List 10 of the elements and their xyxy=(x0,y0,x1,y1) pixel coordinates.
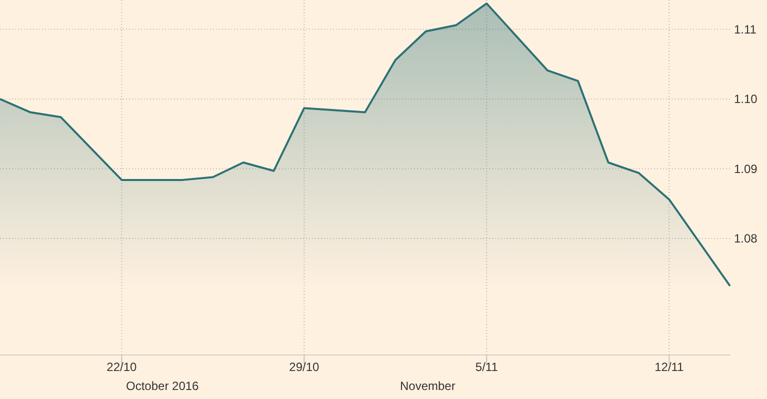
text: November xyxy=(400,379,456,393)
x-tick-label: 29/10 xyxy=(289,360,320,374)
x-tick-label: 12/11 xyxy=(654,360,684,374)
y-tick-label: 1.11 xyxy=(734,22,757,36)
text: October 2016 xyxy=(126,379,200,393)
y-tick-label: 1.08 xyxy=(734,232,758,246)
x-tick-label: 5/11 xyxy=(475,360,498,374)
y-tick-label: 1.10 xyxy=(734,92,758,106)
x-tick-label: 22/10 xyxy=(106,360,138,374)
y-tick-label: 1.09 xyxy=(734,162,758,176)
